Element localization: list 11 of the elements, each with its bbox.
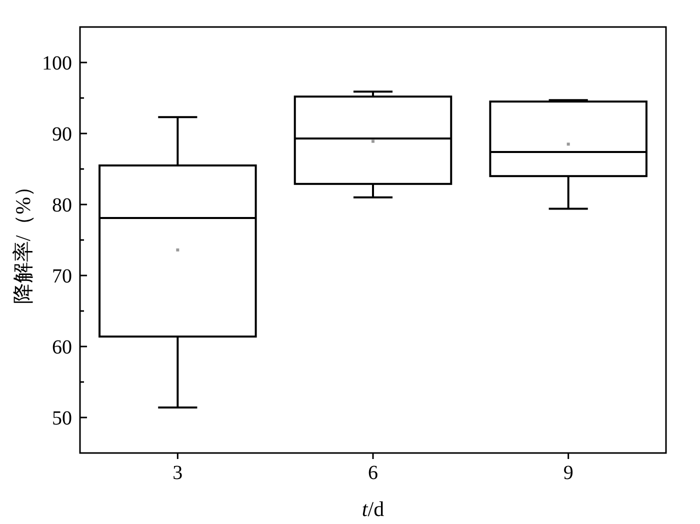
- y-tick-label: 80: [52, 194, 72, 216]
- y-tick-label: 60: [52, 336, 72, 358]
- y-tick-label: 70: [52, 266, 72, 288]
- x-tick-label: 9: [563, 462, 574, 484]
- x-tick-label: 3: [172, 462, 183, 484]
- x-tick-label: 6: [368, 462, 378, 484]
- x-axis-title: t/d: [362, 497, 385, 521]
- y-axis-title: 降解率/（%）: [11, 176, 35, 304]
- y-tick-label: 100: [42, 52, 72, 74]
- y-tick-label: 90: [52, 124, 72, 146]
- y-tick-label: 50: [52, 408, 72, 430]
